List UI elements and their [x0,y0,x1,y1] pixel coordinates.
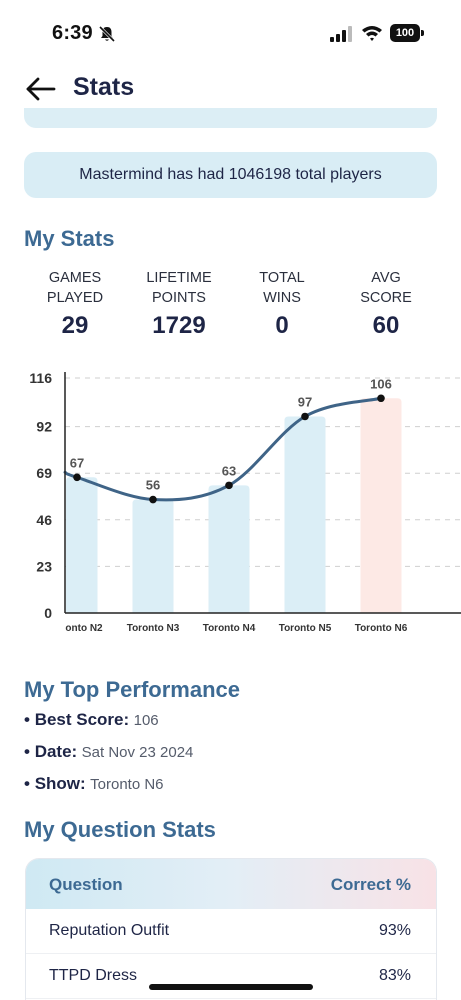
column-header-question: Question [49,875,123,894]
question-stats-table: Question Correct % Reputation Outfit 93%… [25,858,437,1000]
stat-avg-score: AVG SCORE 60 [331,268,441,340]
y-tick-label: 23 [36,558,52,574]
data-label: 106 [370,376,392,391]
bar [284,416,326,613]
bar [208,485,250,613]
data-point [377,394,385,403]
arrow-left-icon[interactable] [24,74,58,104]
bell-slash-icon [98,25,116,43]
column-header-correct: Correct % [330,875,411,894]
stats-summary: GAMES PLAYED 29 LIFETIME POINTS 1729 TOT… [20,268,445,348]
top-performance-title: My Top Performance [24,677,240,702]
bar [132,499,174,613]
total-players-banner: Mastermind has had 1046198 total players [24,152,437,198]
best-score-item: • Best Score: 106 [24,710,159,729]
stat-lifetime-points: LIFETIME POINTS 1729 [124,268,234,340]
y-tick-label: 0 [44,605,52,621]
home-indicator [149,984,313,990]
data-point [225,481,233,490]
y-tick-label: 46 [36,512,52,528]
y-tick-label: 116 [29,370,52,386]
data-point [73,473,81,482]
question-correct: 93% [378,922,411,939]
stat-value: 29 [61,312,89,339]
score-chart[interactable]: 0 23 46 69 92 116 67 56 63 97 106 onto N2 Toronto N3… [0,360,461,640]
x-tick-label: Toronto N3 [127,623,180,634]
x-tick-label: onto N2 [65,623,103,634]
page-title: Stats [73,73,135,101]
wifi-icon [362,26,382,41]
my-stats-title: My Stats [24,226,115,251]
series-line [63,396,383,502]
x-tick-label: Toronto N6 [355,623,408,634]
question-name: TTPD Dress [49,967,137,984]
y-tick-label: 69 [36,465,52,481]
battery-icon: 100 [390,24,424,42]
stat-value: 60 [372,312,400,339]
battery-level: 100 [390,24,420,42]
status-time: 6:39 [52,22,93,44]
stat-total-wins: TOTAL WINS 0 [227,268,337,340]
question-correct: 83% [378,967,411,984]
date-item: • Date: Sat Nov 23 2024 [24,742,194,761]
data-label: 63 [222,463,236,478]
data-point [301,412,309,421]
question-stats-title: My Question Stats [24,817,216,842]
signal-icon [330,26,352,42]
data-label: 97 [298,394,312,409]
data-point [149,495,157,504]
stat-value: 0 [275,312,289,339]
y-tick-label: 92 [36,419,52,435]
bar [360,398,402,613]
bar [66,477,98,613]
data-label: 67 [70,455,84,470]
x-tick-label: Toronto N5 [279,623,332,634]
stat-games-played: GAMES PLAYED 29 [20,268,130,340]
x-tick-label: Toronto N4 [203,623,256,634]
stat-value: 1729 [152,312,206,339]
top-performance-list: • Best Score: 106 • Date: Sat Nov 23 202… [24,710,444,806]
previous-card-edge [24,108,437,128]
question-name: Reputation Outfit [49,922,170,939]
show-item: • Show: Toronto N6 [24,774,164,793]
table-row[interactable]: Reputation Outfit 93% [26,909,436,954]
table-row[interactable]: TTPD Dress 83% [26,954,436,999]
data-label: 56 [146,478,160,493]
header: Stats [0,64,461,114]
status-bar: 6:39 100 [0,0,461,64]
table-header: Question Correct % [26,859,436,909]
